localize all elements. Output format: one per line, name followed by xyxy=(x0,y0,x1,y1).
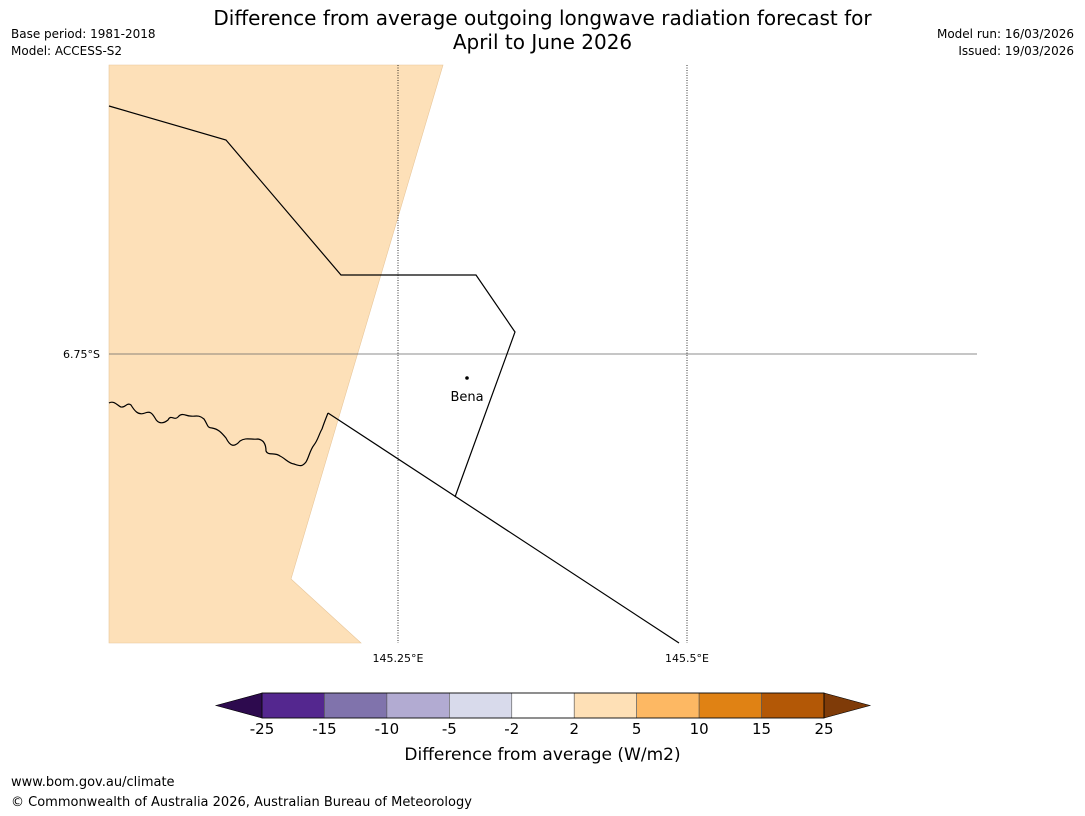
footer-url[interactable]: www.bom.gov.au/climate xyxy=(11,775,175,790)
model-run-text: Model run: 16/03/2026 xyxy=(936,27,1074,41)
base-period-text: Base period: 1981-2018 xyxy=(11,27,156,41)
colorbar-tick-label: -15 xyxy=(312,720,337,738)
lat-label: 6.75°S xyxy=(63,348,100,361)
colorbar-tick-label: 25 xyxy=(814,720,834,738)
colorbar-bin xyxy=(698,692,762,719)
colorbar-bin xyxy=(511,692,575,719)
title-line-2: April to June 2026 xyxy=(452,30,633,54)
colorbar-tick-label: -10 xyxy=(374,720,400,738)
colorbar-tick-label: -2 xyxy=(504,720,520,738)
colorbar-bin xyxy=(386,692,450,719)
colorbar-label: Difference from average (W/m2) xyxy=(404,745,681,765)
footer-copyright: © Commonwealth of Australia 2026, Austra… xyxy=(11,795,472,810)
colorbar-bin xyxy=(761,692,825,719)
colorbar-tick-label: -25 xyxy=(249,720,275,738)
map-title: Difference from average outgoing longwav… xyxy=(0,6,1085,54)
colorbar-tick-label: 5 xyxy=(631,720,642,738)
lon-label-145-25: 145.25°E xyxy=(373,652,424,665)
metadata-right: Model run: 16/03/2026 Issued: 19/03/2026 xyxy=(937,26,1074,60)
colorbar xyxy=(214,692,872,719)
colorbar-bin xyxy=(636,692,700,719)
colorbar-bin xyxy=(261,692,325,719)
colorbar-bin xyxy=(324,692,388,719)
title-line-1: Difference from average outgoing longwav… xyxy=(213,6,872,30)
bena-marker xyxy=(465,376,469,380)
colorbar-extend-low xyxy=(214,692,263,719)
province-boundary-south xyxy=(327,412,680,644)
river-line xyxy=(108,401,329,467)
colorbar-tick-label: 15 xyxy=(752,720,772,738)
colorbar-bin xyxy=(449,692,513,719)
colorbar-outline xyxy=(261,692,825,719)
province-boundary-north xyxy=(108,105,516,498)
map-panel: Bena 6.75°S 145.25°E 145.5°E xyxy=(63,64,977,665)
colorbar-tick-label: 2 xyxy=(569,720,579,738)
issued-text: Issued: 19/03/2026 xyxy=(958,44,1074,58)
colorbar-tick-label: 10 xyxy=(689,720,709,738)
colorbar-extend-high xyxy=(823,692,872,719)
metadata-left: Base period: 1981-2018 Model: ACCESS-S2 xyxy=(11,26,156,60)
model-text: Model: ACCESS-S2 xyxy=(11,44,123,58)
colorbar-bin xyxy=(573,692,637,719)
lon-label-145-5: 145.5°E xyxy=(665,652,709,665)
colorbar-tick-label: -5 xyxy=(441,720,457,738)
place-label-bena: Bena xyxy=(450,390,483,405)
